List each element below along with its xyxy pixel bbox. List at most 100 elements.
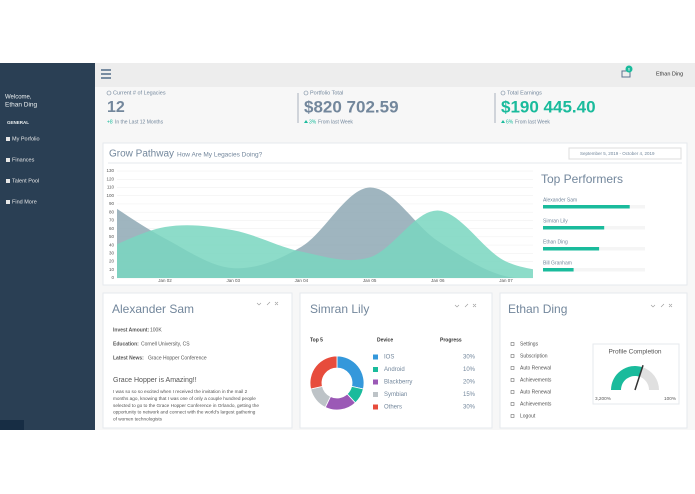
y-tick-label: 80 bbox=[109, 209, 115, 214]
up-arrow bbox=[501, 120, 505, 123]
y-tick-label: 20 bbox=[109, 259, 115, 264]
gauge-max: 100% bbox=[664, 396, 676, 401]
legend-value: 30% bbox=[463, 405, 476, 411]
stat-label: Total Earnings bbox=[507, 90, 542, 96]
legend-swatch bbox=[373, 379, 378, 385]
gauge-fill bbox=[611, 366, 643, 390]
section-title: GENERAL bbox=[7, 120, 29, 125]
gauge-track bbox=[639, 367, 659, 390]
progress-track bbox=[543, 268, 645, 272]
x-tick-label: Jan 06 bbox=[431, 278, 445, 283]
menu-icon bbox=[6, 179, 10, 183]
profile-menu-item[interactable]: Auto Renewal bbox=[520, 365, 551, 371]
progress-bar bbox=[543, 205, 630, 209]
card-tools[interactable] bbox=[650, 303, 673, 308]
stat-note: In the Last 12 Months bbox=[115, 119, 164, 125]
field-value: 100K bbox=[150, 327, 162, 333]
profile-menu-item[interactable]: Settings bbox=[520, 341, 539, 347]
legend-label: IOS bbox=[384, 355, 394, 361]
menu-item[interactable]: My Porfolio bbox=[12, 136, 40, 142]
badge bbox=[625, 65, 633, 73]
legend-value: 20% bbox=[463, 380, 476, 386]
legend-swatch bbox=[373, 404, 378, 410]
news-text: I was so so so excited when I received t… bbox=[113, 389, 248, 394]
legend-label: Blackberry bbox=[384, 380, 412, 386]
card-tools[interactable] bbox=[256, 301, 279, 306]
y-tick-label: 30 bbox=[109, 250, 115, 255]
user-menu[interactable]: Ethan Ding bbox=[656, 71, 683, 77]
panel-title: Grow Pathway bbox=[109, 149, 174, 160]
donut-slice bbox=[309, 355, 338, 390]
card-tools[interactable] bbox=[454, 303, 477, 308]
card bbox=[102, 292, 293, 429]
menu-icon bbox=[510, 390, 515, 394]
stat-change: +8 bbox=[107, 119, 113, 125]
performer-name: Simran Lily bbox=[543, 218, 568, 224]
menu-item[interactable]: Talent Pool bbox=[12, 178, 39, 184]
profile-menu-item[interactable]: Achievements bbox=[520, 377, 552, 383]
menu-icon bbox=[6, 200, 10, 204]
field-label: Invest Amount: bbox=[113, 327, 150, 333]
performer-name: Bill Granham bbox=[543, 260, 572, 266]
profile-menu-item[interactable]: Achievements bbox=[520, 401, 552, 407]
y-tick-label: 90 bbox=[109, 201, 115, 206]
y-tick-label: 120 bbox=[106, 176, 114, 181]
stat-change: 6% bbox=[506, 119, 514, 125]
area bbox=[117, 210, 533, 278]
legend-value: 10% bbox=[463, 367, 476, 373]
menu-icon bbox=[510, 414, 515, 418]
menu-icon bbox=[6, 158, 10, 162]
x-tick-label: Jan 02 bbox=[158, 278, 172, 283]
y-tick-label: 70 bbox=[109, 218, 115, 223]
news-text: months ago, knowing that I was one of on… bbox=[113, 396, 256, 401]
legend-label: Others bbox=[384, 405, 402, 411]
menu-item[interactable]: Finances bbox=[12, 157, 35, 163]
performers-title: Top Performers bbox=[541, 172, 623, 186]
news-headline: Grace Hopper is Amazing!! bbox=[113, 377, 197, 384]
stat-value: $190 445.40 bbox=[501, 97, 596, 116]
profile-menu-item[interactable]: Subscription bbox=[520, 353, 548, 359]
stat-label: Portfolio Total bbox=[310, 90, 343, 96]
legend-swatch bbox=[373, 367, 378, 372]
x-tick-label: Jan 04 bbox=[295, 278, 309, 283]
field-value: Cornell University, CS bbox=[141, 341, 190, 347]
date-picker[interactable] bbox=[568, 147, 682, 160]
menu-item[interactable]: Find More bbox=[12, 199, 37, 205]
panel-subtitle: How Are My Legacies Doing? bbox=[177, 152, 263, 159]
stat-value: $820 702.59 bbox=[304, 97, 399, 116]
y-tick-label: 10 bbox=[109, 267, 115, 272]
badge-count: 6 bbox=[628, 67, 631, 72]
date-range[interactable]: September 5, 2019 - October 4, 2019 bbox=[580, 151, 655, 156]
user-name: Ethan Ding bbox=[5, 102, 38, 109]
x-tick-label: Jan 03 bbox=[226, 278, 240, 283]
menu-icon bbox=[6, 137, 10, 141]
field-label: Education: bbox=[113, 341, 139, 347]
field-label: Latest News: bbox=[113, 355, 144, 361]
field-value: Grace Hopper Conference bbox=[148, 355, 207, 361]
hamburger[interactable] bbox=[101, 69, 111, 79]
stat-icon bbox=[500, 90, 506, 96]
performer-name: Alexander Sam bbox=[543, 197, 577, 203]
x-tick-label: Jan 07 bbox=[499, 278, 513, 283]
table-header: Top 5 bbox=[310, 337, 323, 343]
stat-label: Current # of Legacies bbox=[113, 90, 166, 96]
progress-bar bbox=[543, 247, 600, 251]
stat-note: From last Week bbox=[515, 119, 550, 125]
profile-menu-item[interactable]: Auto Renewal bbox=[520, 389, 551, 395]
sidebar bbox=[0, 63, 95, 430]
progress-bar bbox=[543, 226, 605, 230]
y-tick-label: 0 bbox=[111, 275, 114, 280]
table-header: Progress bbox=[440, 337, 462, 343]
menu-icon bbox=[510, 342, 515, 346]
gauge-title: Profile Completion bbox=[608, 349, 661, 356]
welcome: Welcome, bbox=[5, 95, 32, 101]
card-title: Alexander Sam bbox=[112, 302, 194, 316]
menu-icon bbox=[510, 378, 515, 382]
y-tick-label: 110 bbox=[107, 185, 115, 190]
news-text: selected to go to the Grace Hopper Confe… bbox=[113, 403, 259, 408]
power-button[interactable] bbox=[0, 420, 24, 430]
card-title: Simran Lily bbox=[310, 302, 369, 316]
mail-icon[interactable] bbox=[621, 70, 631, 78]
profile-menu-item[interactable]: Logout bbox=[520, 413, 536, 419]
